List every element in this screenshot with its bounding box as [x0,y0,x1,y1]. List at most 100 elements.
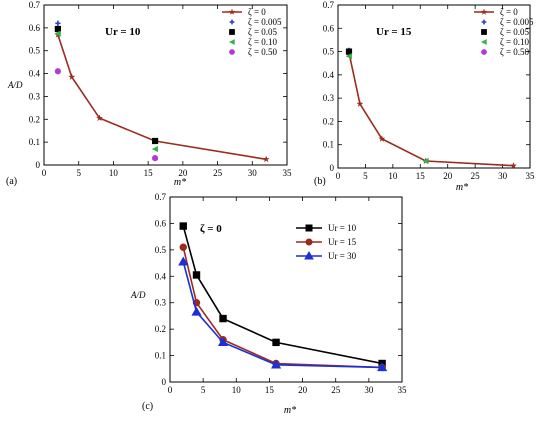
y-axis-label: A/D [7,80,23,90]
y-axis-label: A/D [130,290,146,300]
x-tick-label: 35 [398,385,408,395]
x-tick-label: 35 [283,168,293,178]
data-point [377,362,388,372]
y-tick-label: 0.1 [323,140,334,150]
legend-label: ζ = 0.005 [500,17,534,27]
x-tick-label: 0 [336,171,341,181]
data-point [262,155,270,163]
data-layer [345,47,518,168]
data-point [179,222,187,230]
data-point [95,114,104,122]
x-tick-label: 20 [298,385,308,395]
legend-marker [481,29,487,35]
y-tick-label: 0.3 [323,93,335,103]
x-tick-label: 0 [168,385,173,395]
y-tick-label: 0.2 [155,324,166,334]
data-layer [178,222,388,372]
legend-label: Ur = 30 [328,251,357,261]
y-tick-label: 0.5 [29,46,41,56]
x-tick-label: 15 [144,168,154,178]
legend-label: ζ = 0.005 [248,17,282,27]
y-tick-label: 0.1 [29,137,40,147]
series-line [348,52,514,167]
y-tick-label: 0.5 [323,47,335,57]
x-tick-label: 5 [201,385,206,395]
x-tick-label: 15 [416,171,426,181]
data-point [54,30,61,37]
panel-annotation: Ur = 15 [376,26,412,38]
data-point [151,137,159,145]
x-tick-label: 30 [364,385,374,395]
legend-marker [229,29,235,35]
y-tick-label: 0.6 [323,23,335,33]
plot-frame [169,196,403,383]
y-tick-label: 0.6 [29,23,41,33]
plot-frame [43,4,288,166]
x-tick-label: 25 [331,385,341,395]
x-axis-label: m* [456,182,468,193]
series-line [57,34,267,161]
series-line [182,261,383,369]
series-line [182,247,383,369]
data-point [270,359,282,369]
legend-label: ζ = 0.05 [500,27,530,37]
panel-label: (b) [314,176,326,187]
legend-marker [305,224,313,232]
x-tick-label: 0 [42,168,47,178]
y-tick-label: 0.4 [323,70,335,80]
legend-label: ζ = 0 [500,7,518,17]
legend-marker [229,49,235,55]
legend-marker [480,39,487,45]
data-point [422,157,429,165]
data-point [54,68,61,75]
legend-marker [304,250,314,260]
y-tick-label: 0.2 [29,114,40,124]
y-tick-label: 0.2 [323,116,334,126]
y-tick-label: 0.3 [29,91,41,101]
data-point [68,73,76,81]
legend-label: ζ = 0.50 [500,47,530,57]
data-point [345,48,353,55]
x-tick-label: 30 [498,171,508,181]
legend-marker [481,49,487,55]
y-tick-label: 0.3 [155,298,167,308]
panel-annotation: Ur = 10 [105,26,141,38]
chart-panel-a: 0 5 10 15 20 25 30 35 0 0.1 0.2 0.3 0.4 0.5 0.6 0.7 A/D m… [6,0,292,188]
panel-label: (a) [6,176,17,187]
x-tick-label: 10 [232,385,242,395]
x-tick-label: 10 [388,171,398,181]
x-tick-label: 35 [526,171,536,181]
y-tick-label: 0.7 [29,0,41,10]
y-tick-label: 0.1 [155,351,166,361]
data-point [219,314,227,323]
y-tick-label: 0.6 [155,218,167,228]
y-tick-label: 0.7 [155,192,167,202]
data-point [151,145,158,153]
legend-label: Ur = 10 [328,223,357,233]
y-tick-label: 0.7 [323,0,335,10]
panel-annotation: ζ = 0 [200,223,222,235]
x-axis-label: m* [284,405,296,416]
data-point [178,256,189,266]
y-tick-label: 0.5 [155,245,167,255]
x-tick-label: 20 [178,168,188,178]
y-tick-label: 0.4 [155,271,167,281]
legend-marker [305,238,313,246]
data-point [345,53,352,60]
legend-marker [481,19,487,25]
x-tick-label: 5 [363,171,368,181]
chart-panel-c: 0 5 10 15 20 25 30 35 0 0.1 0.2 0.3 0.4 0.5 0.6 0.7 A/D m… [130,192,407,416]
x-tick-label: 25 [471,171,481,181]
data-point [191,306,202,316]
legend-marker [228,8,236,15]
legend-marker [229,19,235,25]
legend-label: ζ = 0 [248,7,266,17]
x-tick-label: 10 [109,168,119,178]
legend: Ur = 10 Ur = 15 Ur = 30 [296,223,357,261]
data-point [54,25,61,33]
data-point [217,337,229,347]
legend-marker [228,39,235,45]
